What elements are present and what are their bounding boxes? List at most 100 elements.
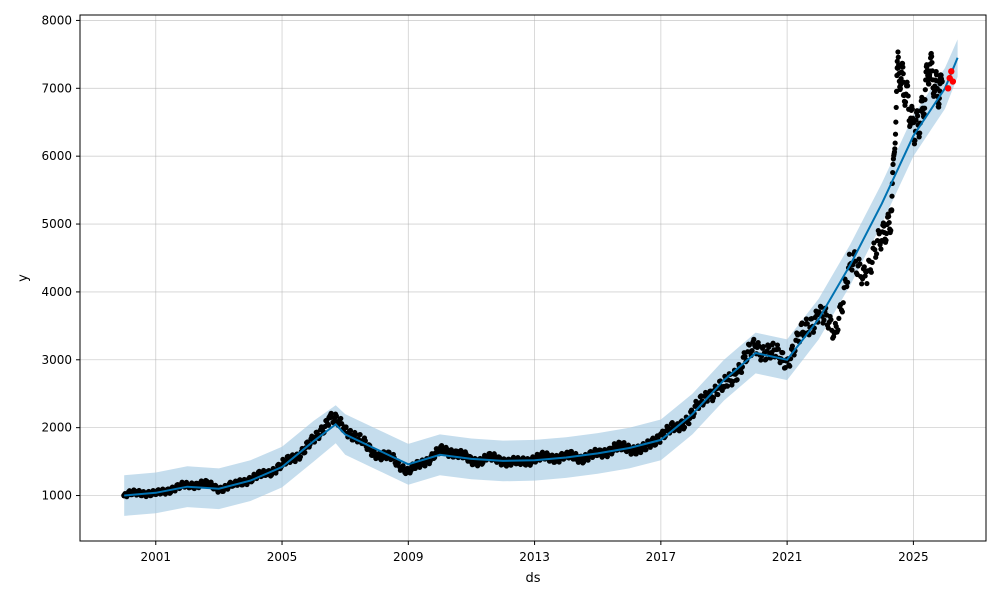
observed-point [890, 169, 896, 176]
observed-point [844, 283, 850, 290]
observed-point [836, 315, 842, 322]
observed-point [746, 342, 753, 348]
observed-point [758, 357, 764, 363]
observed-point [933, 72, 940, 78]
observed-point [886, 219, 892, 226]
highlight-point [949, 78, 957, 85]
observed-point [528, 460, 534, 466]
observed-point [878, 246, 884, 252]
highlight-point [948, 68, 955, 75]
observed-point [821, 317, 827, 323]
observed-point [895, 54, 901, 60]
observed-point [900, 64, 906, 70]
observed-point [862, 273, 868, 279]
observed-point [724, 383, 731, 389]
observed-point [338, 415, 344, 422]
observed-point [742, 353, 748, 359]
y-tick-label: 6000 [41, 149, 72, 163]
observed-point [803, 316, 810, 322]
observed-point [873, 251, 880, 257]
observed-point [909, 106, 915, 112]
observed-point [652, 442, 659, 448]
observed-point [938, 78, 945, 85]
plot-area [121, 39, 959, 516]
observed-point [347, 427, 354, 434]
observed-point [926, 81, 932, 87]
observed-point [751, 336, 757, 342]
observed-point [328, 410, 334, 416]
observed-point [893, 119, 899, 125]
observed-point [760, 343, 767, 350]
observed-point [849, 267, 855, 273]
observed-point [325, 422, 332, 428]
highlight-points [944, 68, 957, 92]
observed-point [782, 365, 788, 371]
observed-point [922, 105, 928, 111]
observed-point [846, 251, 852, 257]
observed-point [892, 140, 898, 146]
observed-point [913, 117, 919, 123]
grid [80, 15, 986, 541]
y-tick-label: 2000 [41, 421, 72, 435]
observed-point [889, 193, 895, 199]
observed-point [937, 88, 943, 94]
observed-point [835, 327, 841, 333]
observed-point [893, 104, 899, 111]
observed-point [895, 49, 901, 55]
x-tick-label: 2021 [772, 550, 803, 564]
observed-point [857, 261, 863, 267]
observed-point [774, 342, 781, 348]
observed-point [868, 269, 874, 275]
forecast-line [124, 57, 959, 497]
observed-point [890, 161, 896, 167]
observed-point [297, 454, 304, 460]
x-tick-label: 2025 [898, 550, 929, 564]
observed-point [864, 280, 870, 287]
observed-point [869, 259, 875, 266]
observed-point [883, 237, 889, 243]
observed-point [929, 53, 935, 60]
observed-point [789, 343, 795, 349]
observed-point [810, 329, 817, 335]
observed-point [333, 413, 340, 419]
observed-point [915, 113, 921, 119]
observed-point [715, 391, 721, 398]
observed-point [357, 431, 363, 438]
observed-point [734, 377, 740, 383]
observed-point [633, 451, 639, 457]
observed-point [872, 247, 878, 253]
observed-point [892, 146, 898, 152]
observed-point [929, 59, 935, 66]
observed-point [905, 83, 911, 89]
observed-point [710, 395, 717, 401]
plot-frame [79, 14, 987, 542]
observed-point [643, 447, 649, 453]
y-tick-label: 1000 [41, 489, 72, 503]
observed-point [902, 99, 909, 105]
observed-point [749, 348, 755, 354]
x-tick-label: 2009 [393, 550, 424, 564]
observed-point [889, 207, 895, 213]
observed-point [343, 424, 349, 430]
observed-point [917, 130, 923, 136]
observed-point [840, 300, 846, 306]
y-axis-label: y [16, 274, 31, 282]
y-tick-label: 3000 [41, 353, 72, 367]
x-axis-label: ds [525, 571, 540, 586]
x-axis: 2001 2005 2009 2013 2017 2021 2025 [140, 541, 929, 564]
observed-points [121, 49, 945, 500]
y-tick-label: 8000 [41, 13, 72, 27]
observed-point [897, 85, 904, 92]
observed-point [763, 356, 769, 362]
observed-point [804, 321, 810, 327]
observed-point [922, 97, 928, 103]
observed-point [912, 137, 918, 144]
observed-point [898, 75, 904, 82]
observed-point [787, 363, 793, 369]
x-tick-label: 2005 [267, 550, 298, 564]
observed-point [916, 134, 922, 140]
observed-point [861, 264, 867, 270]
observed-point [828, 317, 834, 323]
observed-point [818, 304, 824, 310]
